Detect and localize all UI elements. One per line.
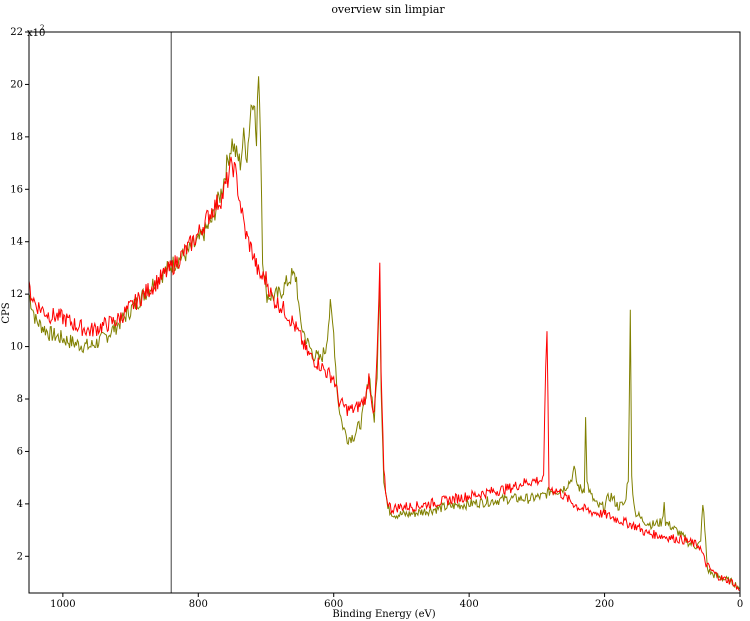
y-tick-label: 4: [17, 499, 23, 510]
y-tick-label: 14: [10, 237, 23, 248]
x-tick-label: 600: [324, 599, 343, 610]
series-line-1: [28, 156, 741, 591]
y-axis-label: CPS: [1, 302, 12, 323]
y-tick-label: 22: [10, 27, 23, 38]
y-tick-label: 20: [10, 79, 23, 90]
x-tick-label: 0: [737, 599, 743, 610]
y-multiplier-exponent: 2: [40, 24, 44, 32]
chart-title: overview sin limpiar: [331, 3, 445, 16]
y-multiplier: x10 2: [27, 24, 45, 39]
series-layer: [28, 76, 741, 591]
plot-frame: [28, 31, 741, 594]
series-line-2: [28, 76, 741, 591]
y-tick-label: 12: [10, 289, 23, 300]
y-multiplier-base: x10: [27, 28, 45, 39]
y-tick-label: 16: [10, 184, 23, 195]
y-tick-label: 6: [17, 446, 23, 457]
x-axis-ticks: 1000 800 600 400 200 0: [50, 593, 743, 610]
y-tick-label: 8: [17, 394, 23, 405]
y-tick-label: 18: [10, 132, 23, 143]
x-tick-label: 800: [189, 599, 208, 610]
y-tick-label: 10: [10, 342, 23, 353]
y-axis-ticks: 2 4 6 8 10 12 14 16 18 20 22: [10, 27, 29, 562]
x-tick-label: 1000: [50, 599, 75, 610]
x-tick-label: 400: [460, 599, 479, 610]
y-tick-label: 2: [17, 551, 23, 562]
x-axis-label: Binding Energy (eV): [332, 609, 435, 620]
x-tick-label: 200: [595, 599, 614, 610]
